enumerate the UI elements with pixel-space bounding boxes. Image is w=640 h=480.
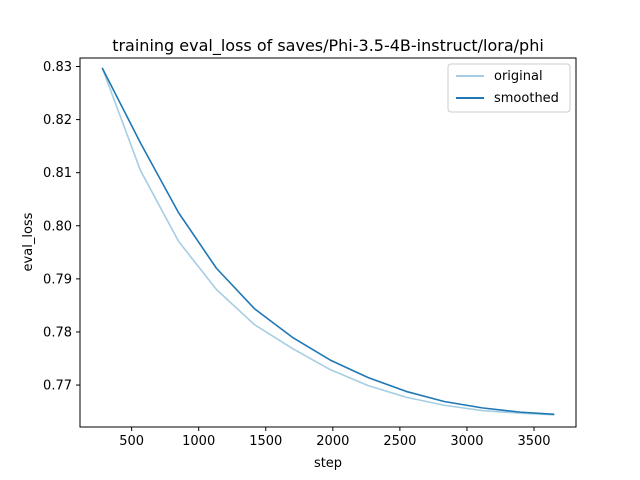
x-axis-label: step [314, 456, 342, 471]
y-tick-label: 0.78 [43, 325, 72, 340]
y-tick-label: 0.81 [43, 166, 72, 181]
legend-label-smoothed: smoothed [494, 91, 559, 106]
x-tick-label: 2500 [383, 434, 416, 449]
legend: original smoothed [447, 63, 571, 113]
x-tick-label: 3000 [450, 434, 483, 449]
x-axis: 500 1000 1500 2000 2500 3000 3500 [119, 427, 551, 449]
x-tick-label: 1000 [182, 434, 215, 449]
x-tick-label: 500 [119, 434, 144, 449]
chart-title: training eval_loss of saves/Phi-3.5-4B-i… [112, 36, 544, 56]
series-layer [101, 67, 555, 416]
x-tick-label: 2000 [316, 434, 349, 449]
y-axis: 0.77 0.78 0.79 0.80 0.81 0.82 0.83 [43, 60, 80, 394]
y-tick-label: 0.80 [43, 219, 72, 234]
y-axis-label: eval_loss [21, 212, 36, 271]
series-line-smoothed [101, 67, 555, 416]
series-line-original [101, 67, 555, 416]
y-tick-label: 0.79 [43, 272, 72, 287]
y-tick-label: 0.83 [43, 60, 72, 75]
x-tick-label: 1500 [249, 434, 282, 449]
legend-label-original: original [494, 69, 543, 84]
y-tick-label: 0.82 [43, 113, 72, 128]
plot-frame [79, 57, 577, 428]
y-tick-label: 0.77 [43, 379, 72, 394]
x-tick-label: 3500 [517, 434, 550, 449]
